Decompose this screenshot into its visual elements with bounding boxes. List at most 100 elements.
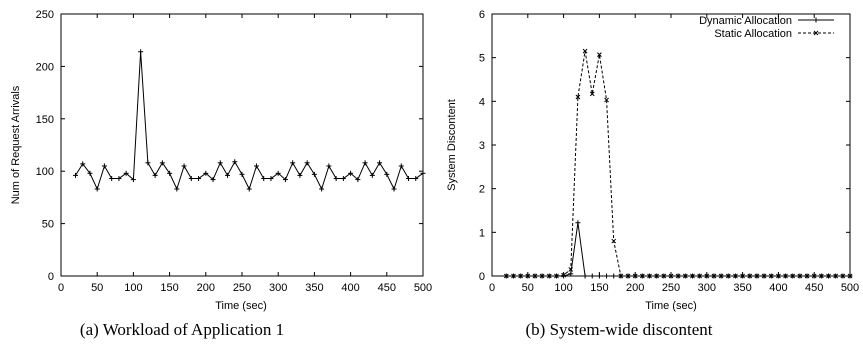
data-point-a-0 [174, 186, 180, 192]
data-point-a-0 [203, 170, 209, 176]
data-point-b-1-d2 [589, 91, 595, 97]
xlabel-b: Time (sec) [645, 300, 697, 312]
data-point-b-1-d2 [640, 273, 645, 279]
data-point-b-1 [554, 273, 559, 279]
data-point-a-0 [210, 177, 216, 183]
data-point-b-1 [668, 273, 674, 279]
x-tick-label-b: 500 [841, 282, 859, 294]
data-point-a-0 [94, 186, 100, 192]
data-point-b-1 [754, 273, 760, 279]
data-point-a-0 [261, 176, 267, 182]
data-point-b-1 [647, 273, 652, 279]
data-point-b-1 [690, 273, 695, 279]
x-tick-label-a: 350 [305, 282, 323, 294]
legend-key-dynamic [798, 17, 834, 23]
legend-marker-static [813, 30, 819, 36]
legend: Dynamic Allocation Static Allocation [699, 15, 834, 40]
x-tick-label-a: 500 [414, 282, 432, 294]
data-point-b-1 [747, 273, 753, 279]
legend-marker-dynamic [813, 17, 819, 23]
data-point-a-0 [420, 170, 426, 176]
legend-key-static [798, 30, 834, 36]
data-point-b-1-d2 [582, 48, 588, 54]
data-point-a-0 [196, 176, 202, 182]
data-point-a-0 [297, 172, 303, 178]
data-point-b-1-d2 [503, 273, 509, 279]
data-point-b-1-d2 [568, 267, 574, 272]
data-point-a-0 [282, 177, 288, 183]
x-tick-label-a: 400 [341, 282, 359, 294]
data-point-b-0 [611, 273, 617, 279]
data-point-b-1-d2 [668, 273, 674, 279]
data-point-b-1 [776, 273, 781, 279]
x-tick-label-b: 300 [698, 282, 716, 294]
data-point-a-0 [362, 160, 368, 166]
data-point-b-1-d2 [618, 273, 624, 279]
data-point-b-1 [675, 273, 681, 279]
data-point-b-0 [604, 273, 610, 279]
data-point-a-0 [232, 159, 238, 165]
plot-frame-a [60, 13, 424, 277]
data-point-b-1-d2 [611, 238, 617, 244]
data-point-b-1 [511, 273, 516, 279]
data-point-a-0 [398, 163, 404, 169]
x-tick-label-a: 50 [91, 282, 103, 294]
data-point-b-1-d2 [604, 97, 609, 103]
y-tick-label-a: 150 [36, 114, 54, 126]
data-point-b-1-d2 [797, 273, 803, 279]
panel-b: 0 50 100 150 200 250 300 350 400 450 500 0 1 2 3 4 5 6 Sy… [446, 9, 859, 339]
data-point-b-1-d2 [575, 94, 581, 100]
data-point-a-0 [239, 171, 245, 177]
data-point-a-0 [377, 160, 383, 166]
data-point-a-0 [268, 176, 274, 182]
y-tick-label-b: 6 [479, 9, 485, 21]
data-point-b-1 [790, 273, 796, 279]
data-point-b-0 [589, 273, 595, 279]
data-point-b-1 [661, 273, 667, 279]
data-point-b-1-d2 [840, 273, 846, 279]
x-tick-label-b: 100 [554, 282, 572, 294]
legend-marker-static-d2 [813, 30, 819, 36]
data-point-a-0 [130, 177, 136, 183]
data-point-a-0 [319, 186, 325, 192]
data-point-a-0 [413, 176, 419, 182]
data-point-a-0 [87, 170, 93, 176]
data-point-a-0 [290, 160, 296, 166]
data-point-b-1-d2 [783, 273, 788, 279]
data-point-b-1-d2 [718, 273, 724, 279]
data-point-a-0 [246, 186, 252, 192]
data-point-b-1-d2 [539, 273, 545, 279]
data-point-b-1-d2 [654, 273, 660, 279]
data-point-b-1 [561, 272, 566, 278]
data-point-b-1-d2 [761, 273, 767, 279]
data-point-b-1 [761, 273, 767, 279]
data-point-b-0 [568, 271, 574, 277]
data-point-a-0 [116, 176, 122, 182]
data-point-b-1 [725, 273, 731, 279]
data-point-b-1 [568, 267, 574, 272]
data-point-b-1-d2 [754, 273, 760, 279]
data-point-b-1-d2 [747, 273, 753, 279]
x-tick-label-b: 0 [489, 282, 495, 294]
data-point-b-1-d2 [682, 273, 688, 279]
data-point-b-1-d2 [525, 273, 531, 279]
data-point-b-1 [625, 273, 631, 279]
data-point-a-0 [123, 170, 129, 176]
data-point-b-1-d2 [704, 273, 710, 279]
series-line-a-0 [75, 51, 424, 191]
data-point-a-0 [167, 170, 173, 176]
data-point-a-0 [109, 176, 115, 182]
data-point-b-1-d2 [561, 272, 566, 278]
data-point-a-0 [253, 163, 259, 169]
data-point-a-0 [384, 171, 390, 177]
data-point-b-1 [575, 94, 581, 100]
data-point-b-1 [797, 273, 803, 279]
caption-a: (a) Workload of Application 1 [80, 320, 284, 339]
data-point-a-0 [181, 163, 187, 169]
x-tick-label-b: 450 [805, 282, 823, 294]
data-point-a-0 [72, 172, 78, 178]
data-point-b-1 [733, 273, 738, 279]
data-point-b-1 [833, 273, 839, 279]
data-point-b-1-d2 [776, 273, 781, 279]
data-point-b-1-d2 [697, 273, 702, 279]
